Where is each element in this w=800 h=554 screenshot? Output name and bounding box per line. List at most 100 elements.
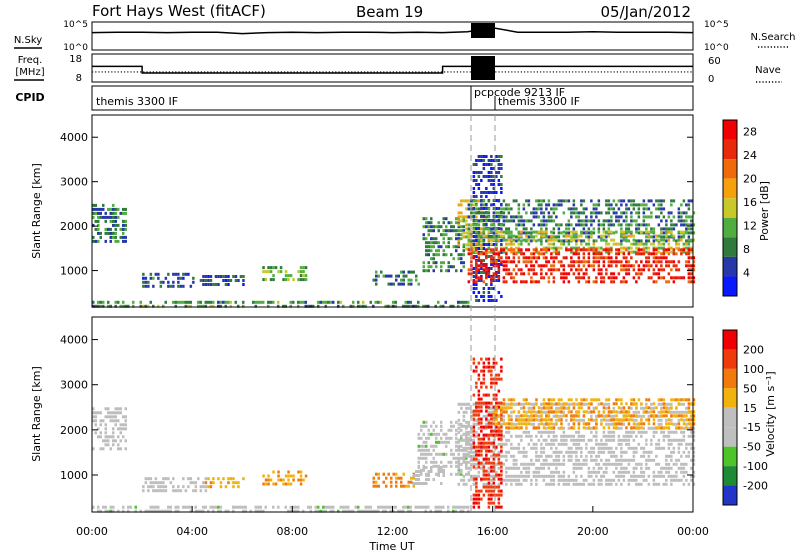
power-cell bbox=[470, 211, 473, 215]
velocity-cell bbox=[682, 474, 686, 478]
power-cell bbox=[645, 250, 648, 254]
velocity-cell bbox=[480, 409, 483, 413]
power-cell bbox=[177, 272, 180, 276]
power-cell bbox=[692, 223, 696, 227]
velocity-cell bbox=[174, 505, 177, 509]
power-cell bbox=[687, 276, 691, 280]
velocity-cell bbox=[159, 481, 163, 485]
power-cell bbox=[480, 279, 483, 282]
power-cell bbox=[480, 295, 483, 298]
power-cell bbox=[572, 211, 576, 215]
power-cell bbox=[635, 272, 638, 276]
velocity-cell bbox=[580, 398, 583, 402]
power-cell bbox=[622, 256, 626, 260]
power-cell bbox=[572, 252, 576, 256]
power-cell bbox=[530, 252, 533, 256]
velocity-cell bbox=[535, 454, 538, 458]
power-cell bbox=[164, 300, 167, 304]
power-cell bbox=[610, 248, 613, 252]
velocity-cell bbox=[107, 443, 110, 447]
velocity-cell bbox=[562, 402, 566, 406]
velocity-cell bbox=[497, 429, 501, 433]
velocity-cell bbox=[575, 398, 578, 402]
velocity-cell bbox=[460, 402, 463, 406]
velocity-cell bbox=[647, 466, 651, 470]
power-cell bbox=[625, 272, 628, 276]
power-cell bbox=[565, 227, 568, 231]
power-cell bbox=[487, 207, 491, 211]
velocity-cell bbox=[107, 411, 110, 415]
power-cell bbox=[224, 283, 228, 286]
power-cell bbox=[607, 211, 611, 215]
power-cell bbox=[435, 241, 438, 245]
velocity-cell bbox=[522, 446, 526, 450]
power-cell bbox=[492, 234, 496, 238]
power-cell bbox=[487, 255, 491, 258]
power-cell bbox=[507, 272, 511, 276]
velocity-cell bbox=[580, 434, 583, 438]
power-cell bbox=[502, 230, 506, 234]
power-cell bbox=[552, 227, 556, 231]
power-cell bbox=[635, 250, 638, 254]
power-cell bbox=[480, 252, 483, 256]
velocity-cell bbox=[505, 454, 508, 458]
velocity-cell bbox=[567, 422, 571, 426]
velocity-cell bbox=[642, 450, 646, 454]
power-cell bbox=[685, 215, 688, 219]
power-cell bbox=[435, 225, 438, 229]
velocity-cell bbox=[379, 505, 382, 509]
velocity-cell bbox=[567, 478, 571, 482]
power-cell bbox=[490, 242, 493, 246]
velocity-cell bbox=[647, 474, 651, 478]
velocity-cell bbox=[112, 415, 115, 419]
power-cell bbox=[642, 215, 646, 219]
power-cell bbox=[670, 246, 673, 250]
velocity-cell bbox=[622, 450, 626, 454]
velocity-cell bbox=[600, 466, 603, 470]
power-cell bbox=[422, 265, 425, 269]
velocity-cell bbox=[237, 481, 240, 485]
nave-tick-low: 0 bbox=[708, 74, 714, 85]
velocity-cell bbox=[615, 482, 618, 486]
velocity-cell bbox=[535, 398, 538, 402]
power-cell bbox=[472, 175, 476, 178]
power-cell bbox=[687, 215, 691, 219]
velocity-cell bbox=[582, 422, 586, 426]
velocity-cell bbox=[675, 414, 678, 418]
power-cell bbox=[395, 274, 398, 278]
velocity-cell bbox=[657, 410, 661, 414]
power-cell bbox=[670, 203, 673, 207]
velocity-cell bbox=[112, 419, 115, 423]
power-cell bbox=[237, 279, 240, 282]
velocity-cell bbox=[112, 411, 115, 415]
power-cell bbox=[475, 299, 478, 302]
velocity-cell bbox=[440, 452, 443, 456]
velocity-cell bbox=[415, 474, 418, 477]
velocity-cell bbox=[372, 476, 375, 480]
velocity-cell bbox=[680, 426, 683, 430]
power-cell bbox=[577, 260, 581, 264]
velocity-cell bbox=[577, 414, 581, 418]
power-cell bbox=[560, 264, 563, 268]
velocity-cell bbox=[517, 442, 521, 446]
velocity-cell bbox=[562, 482, 566, 486]
power-cell bbox=[642, 203, 646, 207]
velocity-cell bbox=[495, 422, 498, 426]
power-cell bbox=[507, 227, 511, 231]
power-cell bbox=[580, 276, 583, 280]
velocity-cell bbox=[642, 454, 646, 458]
velocity-cell bbox=[129, 505, 132, 509]
power-cell bbox=[567, 239, 571, 243]
power-cell bbox=[465, 215, 468, 219]
nave-label: Nave bbox=[755, 65, 781, 76]
velocity-cell bbox=[497, 501, 501, 505]
velocity-cell bbox=[264, 505, 267, 509]
velocity-cell bbox=[590, 458, 593, 462]
power-cell bbox=[567, 234, 571, 238]
power-cell bbox=[510, 242, 513, 246]
velocity-cell bbox=[159, 485, 163, 489]
power-cell bbox=[455, 229, 458, 233]
power-cell bbox=[665, 223, 668, 227]
velocity-cell bbox=[597, 410, 601, 414]
velocity-cell bbox=[572, 418, 576, 422]
